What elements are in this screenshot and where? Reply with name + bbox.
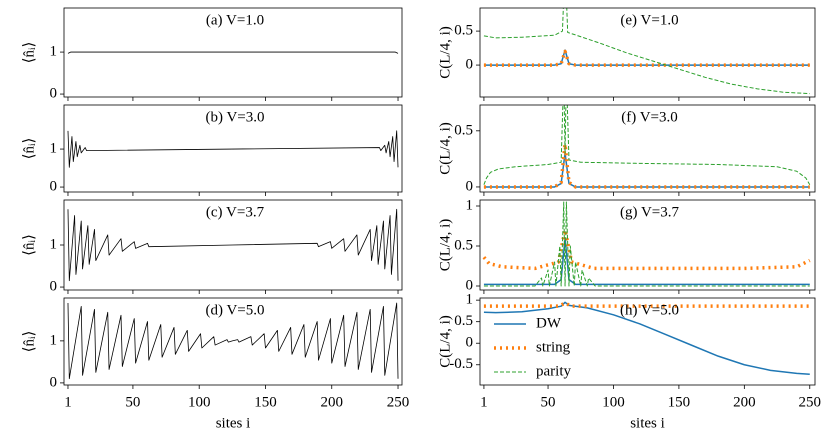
- axes-frame: [63, 104, 403, 193]
- y-tick-label: 0: [466, 57, 474, 73]
- x-tick-label: 150: [668, 394, 691, 410]
- plot-area: [483, 8, 810, 95]
- panel-annotation: (g) V=3.7: [620, 204, 680, 220]
- y-tick-label: 1: [50, 236, 58, 252]
- plot-area: [483, 105, 811, 189]
- y-tick-label: 0.5: [454, 313, 473, 329]
- y-tick-label: 0.5: [454, 23, 473, 39]
- y-tick-label: 1: [466, 197, 474, 213]
- data-line: [483, 152, 810, 188]
- y-tick-label: -0.5: [449, 356, 473, 372]
- y-tick-label: 0: [50, 178, 58, 194]
- data-line: [67, 302, 399, 380]
- legend-label: parity: [536, 363, 571, 379]
- legend-label: string: [536, 339, 571, 355]
- y-tick-label: 0: [50, 85, 58, 101]
- y-tick-label: 1: [50, 44, 58, 60]
- data-line: [67, 208, 399, 282]
- y-tick-label: 0: [50, 278, 58, 294]
- y-axis-label: C(L/4, i): [437, 26, 453, 79]
- data-line: [482, 228, 811, 271]
- x-axis-label: sites i: [630, 415, 665, 431]
- data-line: [67, 130, 399, 168]
- x-axis-label: sites i: [216, 415, 251, 431]
- x-tick-label: 1: [480, 394, 488, 410]
- x-tick-label: 100: [602, 394, 625, 410]
- y-tick-label: 0.5: [454, 237, 473, 253]
- y-axis-label: C(L/4, i): [437, 315, 453, 368]
- y-tick-label: 0: [50, 374, 58, 390]
- x-tick-label: 250: [387, 394, 410, 410]
- panel-annotation: (b) V=3.0: [205, 109, 264, 125]
- y-axis-label: ⟨n̂ᵢ⟩: [21, 42, 37, 64]
- y-tick-label: 1: [50, 141, 58, 157]
- plot-area: [482, 201, 811, 287]
- y-tick-label: 0: [466, 335, 474, 351]
- plot-area: [67, 51, 399, 54]
- axes-frame: [63, 7, 403, 98]
- data-line: [483, 301, 810, 308]
- x-tick-label: 50: [125, 394, 140, 410]
- y-tick-label: 1: [50, 332, 58, 348]
- axes-frame: [479, 297, 816, 386]
- y-tick-label: 0: [466, 277, 474, 293]
- data-line: [483, 49, 810, 67]
- plot-area: [67, 130, 399, 168]
- panel-annotation: (a) V=1.0: [206, 12, 264, 28]
- y-axis-label: C(L/4, i): [437, 219, 453, 272]
- axes-frame: [479, 104, 816, 193]
- x-tick-label: 200: [733, 394, 756, 410]
- x-tick-label: 100: [188, 394, 211, 410]
- data-line: [483, 49, 810, 66]
- data-line: [483, 237, 810, 286]
- data-line: [483, 201, 810, 287]
- data-line: [483, 105, 811, 185]
- x-tick-label: 250: [799, 394, 822, 410]
- y-tick-label: 1: [466, 292, 474, 308]
- plot-area: [67, 208, 399, 282]
- panel-annotation: (h) V=5.0: [620, 302, 679, 318]
- panel-annotation: (d) V=5.0: [205, 302, 264, 318]
- plot-area: [67, 302, 399, 380]
- panel-annotation: (c) V=3.7: [206, 204, 265, 220]
- y-axis-label: ⟨n̂ᵢ⟩: [21, 234, 37, 256]
- data-line: [67, 51, 399, 54]
- data-line: [483, 301, 810, 375]
- axes-frame: [63, 199, 403, 291]
- axes-frame: [63, 297, 403, 386]
- x-tick-label: 1: [64, 394, 72, 410]
- y-axis-label: ⟨n̂ᵢ⟩: [21, 331, 37, 353]
- x-tick-label: 200: [320, 394, 343, 410]
- x-tick-label: 50: [541, 394, 556, 410]
- panel-annotation: (f) V=3.0: [621, 109, 678, 125]
- legend-label: DW: [536, 315, 562, 331]
- panel-annotation: (e) V=1.0: [620, 12, 678, 28]
- x-tick-label: 150: [254, 394, 277, 410]
- y-tick-label: 0: [466, 178, 474, 194]
- axes-frame: [479, 199, 816, 291]
- y-axis-label: C(L/4, i): [437, 122, 453, 175]
- y-axis-label: ⟨n̂ᵢ⟩: [21, 138, 37, 160]
- axes-frame: [479, 7, 816, 98]
- y-tick-label: 0.5: [454, 122, 473, 138]
- plot-area: [483, 301, 810, 375]
- data-line: [483, 8, 810, 95]
- data-line: [483, 142, 810, 189]
